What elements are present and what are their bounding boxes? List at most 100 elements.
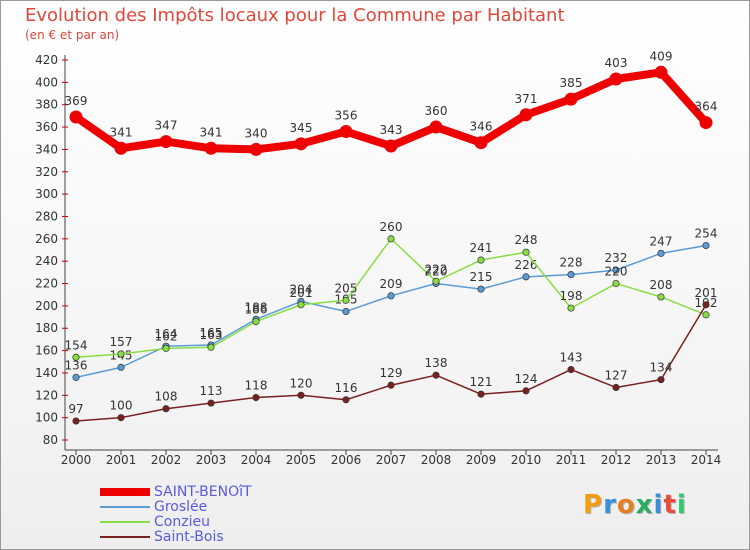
data-label-grosl-e: 215: [470, 270, 493, 284]
y-tick-label: 360: [35, 120, 58, 134]
data-point-conzieu: [297, 301, 305, 309]
y-tick-label: 260: [35, 232, 58, 246]
data-point-conzieu: [162, 344, 170, 352]
data-point-saint-bois: [252, 393, 260, 402]
data-label-conzieu: 208: [650, 278, 673, 292]
data-label-saint-beno-t: 360: [425, 104, 448, 118]
y-tick-label: 400: [35, 75, 58, 89]
data-point-conzieu: [567, 304, 575, 312]
x-tick-label: 2007: [376, 453, 407, 467]
data-point-saint-beno-t: [564, 92, 578, 106]
data-point-conzieu: [657, 293, 665, 301]
data-point-saint-beno-t: [114, 141, 128, 155]
legend-item: Saint-Bois: [100, 529, 300, 545]
proxiti-logo: Proxiti: [583, 490, 687, 520]
data-label-conzieu: 260: [380, 220, 403, 234]
data-label-conzieu: 205: [335, 281, 358, 295]
y-tick-label: 340: [35, 142, 58, 156]
data-point-saint-beno-t: [519, 108, 533, 122]
data-label-saint-beno-t: 341: [110, 125, 133, 139]
data-point-saint-beno-t: [384, 139, 398, 153]
data-label-saint-beno-t: 345: [290, 121, 313, 135]
legend-label: SAINT-BENOîT: [154, 484, 252, 500]
data-label-saint-bois: 118: [245, 379, 268, 393]
y-tick-label: 180: [35, 321, 58, 335]
data-point-grosl-e: [567, 271, 575, 279]
data-label-grosl-e: 232: [605, 251, 628, 265]
data-label-saint-bois: 143: [560, 351, 583, 365]
data-label-saint-beno-t: 341: [200, 125, 223, 139]
y-tick-label: 280: [35, 209, 58, 223]
x-tick-label: 2004: [241, 453, 272, 467]
data-point-grosl-e: [387, 292, 395, 300]
data-point-saint-beno-t: [204, 141, 218, 155]
data-label-conzieu: 154: [65, 338, 88, 352]
data-label-saint-beno-t: 371: [515, 92, 538, 106]
data-point-saint-bois: [432, 371, 440, 379]
y-tick-label: 160: [35, 344, 58, 358]
data-point-conzieu: [387, 235, 395, 243]
y-tick-label: 140: [35, 366, 58, 380]
data-point-conzieu: [477, 256, 485, 264]
legend-swatch: [100, 521, 150, 523]
data-label-conzieu: 220: [605, 265, 628, 279]
legend-label: Saint-Bois: [154, 529, 224, 545]
y-tick-label: 380: [35, 98, 58, 112]
y-tick-label: 80: [43, 433, 58, 447]
data-point-saint-beno-t: [294, 137, 308, 151]
legend-item: Conzieu: [100, 514, 300, 530]
data-point-saint-beno-t: [609, 72, 623, 86]
data-label-saint-beno-t: 385: [560, 76, 583, 90]
chart-title: Evolution des Impôts locaux pour la Comm…: [25, 5, 565, 26]
data-label-grosl-e: 226: [515, 258, 538, 272]
y-tick-label: 300: [35, 187, 58, 201]
data-label-saint-beno-t: 340: [245, 126, 268, 140]
data-point-saint-bois: [612, 383, 620, 392]
data-label-conzieu: 248: [515, 233, 538, 247]
x-tick-label: 2014: [691, 453, 722, 467]
x-tick-label: 2005: [286, 453, 317, 467]
data-label-conzieu: 163: [200, 328, 223, 342]
data-point-saint-bois: [162, 405, 170, 413]
data-point-saint-bois: [567, 366, 575, 374]
data-point-grosl-e: [342, 307, 350, 316]
data-label-grosl-e: 209: [380, 277, 403, 291]
data-label-saint-bois: 116: [335, 381, 358, 395]
data-label-conzieu: 201: [290, 286, 313, 300]
data-point-conzieu: [342, 296, 350, 304]
data-point-saint-beno-t: [69, 110, 83, 124]
data-point-saint-bois: [702, 301, 710, 309]
data-label-saint-beno-t: 343: [380, 123, 403, 137]
data-point-saint-beno-t: [474, 136, 488, 150]
data-label-saint-bois: 138: [425, 356, 448, 370]
data-label-saint-bois: 108: [155, 390, 178, 404]
x-tick-label: 2006: [331, 453, 362, 467]
data-label-conzieu: 186: [245, 303, 268, 317]
data-point-saint-bois: [522, 387, 530, 395]
x-tick-label: 2008: [421, 453, 452, 467]
x-tick-label: 2010: [511, 453, 542, 467]
data-point-saint-bois: [117, 414, 125, 422]
data-point-conzieu: [432, 277, 440, 285]
data-label-conzieu: 157: [110, 335, 133, 349]
x-tick-label: 2001: [106, 453, 137, 467]
data-point-conzieu: [117, 350, 125, 358]
y-tick-label: 120: [35, 388, 58, 402]
data-label-saint-beno-t: 347: [155, 119, 178, 133]
data-label-saint-beno-t: 346: [470, 120, 493, 134]
legend-label: Groslée: [154, 499, 208, 515]
data-point-conzieu: [72, 353, 80, 361]
x-tick-label: 2002: [151, 453, 182, 467]
data-label-saint-bois: 97: [68, 402, 83, 416]
data-label-grosl-e: 136: [65, 358, 88, 372]
data-label-saint-bois: 121: [470, 375, 493, 389]
data-point-saint-bois: [342, 396, 350, 404]
data-label-saint-bois: 134: [650, 361, 673, 375]
data-point-conzieu: [207, 343, 215, 351]
data-point-grosl-e: [477, 285, 485, 293]
data-point-conzieu: [612, 279, 620, 288]
data-label-saint-bois: 129: [380, 366, 403, 380]
data-label-saint-beno-t: 409: [650, 49, 673, 63]
chart-subtitle: (en € et par an): [25, 28, 120, 42]
